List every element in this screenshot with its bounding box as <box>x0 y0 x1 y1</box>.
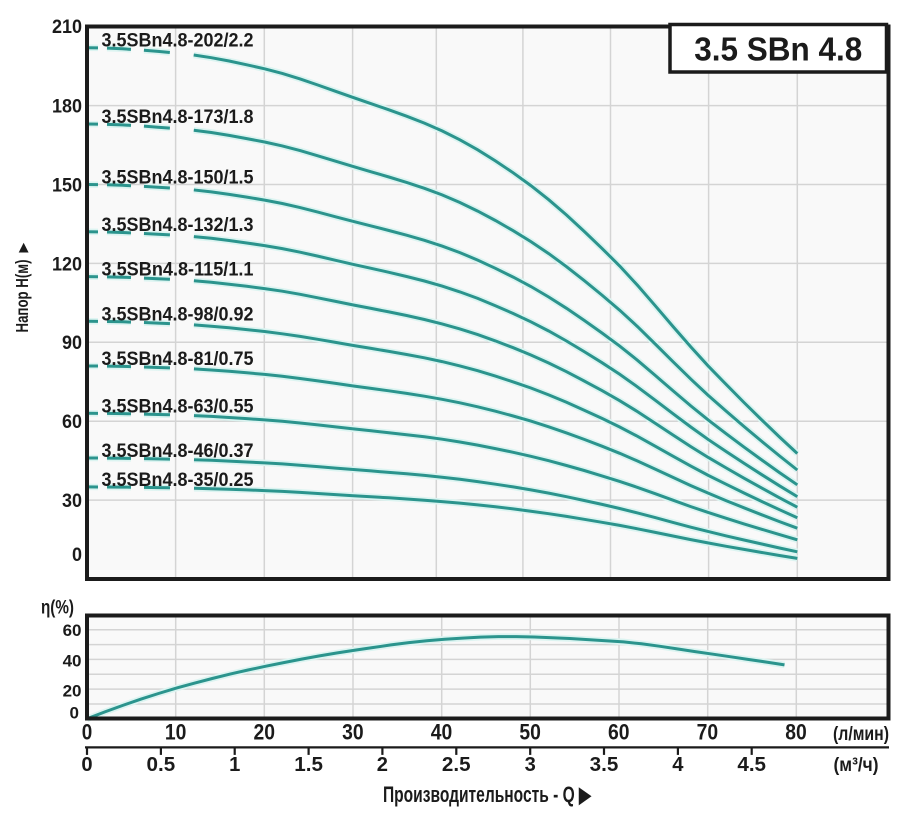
svg-text:3.5SBn4.8-202/2.2: 3.5SBn4.8-202/2.2 <box>102 30 254 52</box>
svg-text:180: 180 <box>52 96 82 118</box>
svg-text:3.5SBn4.8-150/1.5: 3.5SBn4.8-150/1.5 <box>102 167 254 189</box>
svg-text:3: 3 <box>525 754 536 776</box>
svg-text:3.5SBn4.8-115/1.1: 3.5SBn4.8-115/1.1 <box>102 259 254 281</box>
svg-text:30: 30 <box>342 719 364 744</box>
svg-text:90: 90 <box>62 332 82 354</box>
svg-text:3.5SBn4.8-81/0.75: 3.5SBn4.8-81/0.75 <box>102 348 254 370</box>
svg-text:3.5SBn4.8-173/1.8: 3.5SBn4.8-173/1.8 <box>102 106 254 128</box>
svg-text:1.5: 1.5 <box>294 754 323 776</box>
svg-text:0: 0 <box>82 719 93 744</box>
svg-text:1: 1 <box>229 754 240 776</box>
svg-text:η(%): η(%) <box>41 597 74 619</box>
svg-text:60: 60 <box>608 719 630 744</box>
svg-text:40: 40 <box>63 652 82 671</box>
svg-text:0: 0 <box>72 544 82 566</box>
svg-text:4: 4 <box>672 754 684 776</box>
svg-text:3.5SBn4.8-63/0.55: 3.5SBn4.8-63/0.55 <box>102 395 254 417</box>
svg-text:3.5SBn4.8-46/0.37: 3.5SBn4.8-46/0.37 <box>102 440 254 462</box>
svg-text:150: 150 <box>52 174 82 196</box>
svg-text:20: 20 <box>63 682 82 701</box>
svg-text:3.5 SBn 4.8: 3.5 SBn 4.8 <box>694 32 862 69</box>
svg-text:3.5SBn4.8-98/0.92: 3.5SBn4.8-98/0.92 <box>102 303 254 325</box>
svg-text:70: 70 <box>697 719 719 744</box>
svg-text:3.5SBn4.8-35/0.25: 3.5SBn4.8-35/0.25 <box>102 469 254 491</box>
svg-text:50: 50 <box>519 719 541 744</box>
svg-text:0: 0 <box>81 754 92 776</box>
svg-text:20: 20 <box>254 719 276 744</box>
svg-text:Производительность - Q ▶: Производительность - Q ▶ <box>383 782 592 807</box>
svg-text:30: 30 <box>62 490 82 512</box>
svg-text:3.5SBn4.8-132/1.3: 3.5SBn4.8-132/1.3 <box>102 214 254 236</box>
svg-text:0.5: 0.5 <box>147 754 176 776</box>
svg-text:60: 60 <box>62 411 82 433</box>
svg-text:3.5: 3.5 <box>590 754 619 776</box>
svg-text:40: 40 <box>431 719 453 744</box>
svg-text:60: 60 <box>63 621 82 640</box>
svg-text:2: 2 <box>377 754 388 776</box>
svg-text:4.5: 4.5 <box>737 754 766 776</box>
svg-text:120: 120 <box>52 253 82 275</box>
svg-text:80: 80 <box>785 719 807 744</box>
svg-text:(л/мин): (л/мин) <box>833 723 889 745</box>
svg-text:0: 0 <box>70 704 79 723</box>
svg-text:210: 210 <box>52 16 82 38</box>
svg-text:2.5: 2.5 <box>442 754 471 776</box>
svg-text:Напор Н(м): Напор Н(м) <box>12 260 32 333</box>
svg-text:(м³/ч): (м³/ч) <box>834 754 879 776</box>
svg-text:10: 10 <box>165 719 187 744</box>
